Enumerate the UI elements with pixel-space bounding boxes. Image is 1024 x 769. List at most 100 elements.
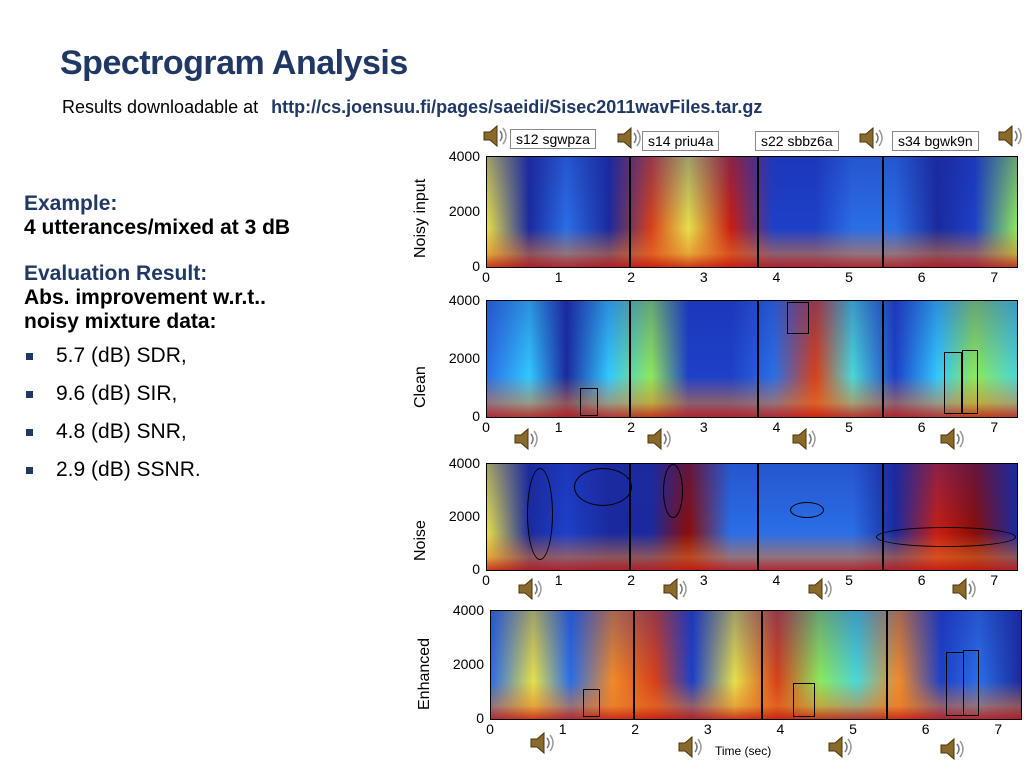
spectrogram-panel bbox=[486, 300, 1018, 418]
highlight-ellipse bbox=[527, 468, 553, 560]
result-item: 5.7 (dB) SDR, bbox=[24, 344, 384, 368]
y-tick-label: 0 bbox=[472, 561, 480, 577]
speaker-icon[interactable] bbox=[806, 574, 836, 604]
highlight-box bbox=[963, 650, 979, 716]
result-list: 5.7 (dB) SDR, 9.6 (dB) SIR, 4.8 (dB) SNR… bbox=[24, 344, 384, 482]
x-tick-label: 6 bbox=[917, 419, 926, 435]
utterance-divider bbox=[629, 301, 632, 417]
x-tick-label: 7 bbox=[990, 572, 999, 588]
x-tick-label: 0 bbox=[482, 572, 490, 588]
highlight-ellipse bbox=[574, 468, 632, 506]
speaker-icon[interactable] bbox=[528, 728, 558, 758]
x-tick-label: 4 bbox=[772, 269, 781, 285]
x-tick-label: 2 bbox=[627, 572, 636, 588]
x-tick-label: 0 bbox=[482, 269, 490, 285]
highlight-box bbox=[583, 689, 600, 717]
eval-text-1: Abs. improvement w.r.t.. bbox=[24, 286, 266, 309]
x-tick-label: 2 bbox=[627, 269, 636, 285]
y-tick-label: 0 bbox=[472, 258, 480, 274]
speaker-icon[interactable] bbox=[661, 574, 691, 604]
x-tick-label: 7 bbox=[994, 721, 1003, 737]
x-tick-label: 1 bbox=[554, 419, 563, 435]
highlight-ellipse bbox=[876, 527, 1016, 547]
result-item: 4.8 (dB) SNR, bbox=[24, 420, 384, 444]
speaker-icon[interactable] bbox=[950, 574, 980, 604]
speaker-icon[interactable] bbox=[615, 123, 645, 153]
highlight-ellipse bbox=[790, 502, 824, 518]
x-tick-label: 5 bbox=[849, 721, 857, 737]
slide-title: Spectrogram Analysis bbox=[60, 44, 408, 82]
panel-label: Clean bbox=[412, 366, 429, 408]
utterance-divider bbox=[629, 464, 632, 570]
utterance-tag: s34 bgwk9n bbox=[892, 131, 979, 151]
utterance-divider bbox=[881, 301, 884, 417]
subtitle-prefix: Results downloadable at bbox=[62, 97, 259, 117]
utterance-divider bbox=[881, 464, 884, 570]
utterance-divider bbox=[757, 157, 760, 267]
time-axis-label: Time (sec) bbox=[715, 744, 772, 758]
panel-label: Noisy input bbox=[412, 178, 429, 258]
x-tick-label: 5 bbox=[845, 419, 853, 435]
x-tick-label: 6 bbox=[917, 269, 926, 285]
panel-label: Enhanced bbox=[416, 637, 433, 710]
utterance-divider bbox=[757, 301, 760, 417]
x-tick-label: 3 bbox=[703, 721, 712, 737]
example-text: 4 utterances/mixed at 3 dB bbox=[24, 216, 291, 239]
highlight-box bbox=[962, 350, 978, 414]
y-tick-label: 2000 bbox=[452, 656, 484, 672]
spectrogram-panel bbox=[486, 156, 1018, 268]
speaker-icon[interactable] bbox=[938, 424, 968, 454]
speaker-icon[interactable] bbox=[996, 121, 1024, 151]
speaker-icon[interactable] bbox=[938, 734, 968, 764]
x-tick-label: 3 bbox=[699, 572, 708, 588]
x-tick-label: 4 bbox=[772, 572, 781, 588]
y-tick-label: 4000 bbox=[448, 148, 480, 164]
utterance-divider bbox=[761, 611, 764, 719]
speaker-icon[interactable] bbox=[676, 732, 706, 762]
x-tick-label: 1 bbox=[554, 269, 563, 285]
x-tick-label: 4 bbox=[776, 721, 785, 737]
speaker-icon[interactable] bbox=[481, 121, 511, 151]
utterance-tag: s22 sbbz6a bbox=[755, 131, 839, 151]
utterance-divider bbox=[757, 464, 760, 570]
y-tick-label: 4000 bbox=[452, 602, 484, 618]
highlight-box bbox=[580, 388, 598, 416]
speaker-icon[interactable] bbox=[512, 424, 542, 454]
utterance-divider bbox=[885, 611, 888, 719]
y-tick-label: 2000 bbox=[448, 508, 480, 524]
result-item: 9.6 (dB) SIR, bbox=[24, 382, 384, 406]
speaker-icon[interactable] bbox=[857, 123, 887, 153]
speaker-icon[interactable] bbox=[645, 424, 675, 454]
utterance-divider bbox=[881, 157, 884, 267]
x-tick-label: 7 bbox=[990, 419, 999, 435]
x-tick-label: 4 bbox=[772, 419, 781, 435]
y-tick-label: 2000 bbox=[448, 350, 480, 366]
utterance-divider bbox=[629, 157, 632, 267]
speaker-icon[interactable] bbox=[826, 732, 856, 762]
x-tick-label: 6 bbox=[917, 572, 926, 588]
x-tick-label: 0 bbox=[482, 419, 490, 435]
x-tick-label: 5 bbox=[845, 572, 853, 588]
x-tick-label: 7 bbox=[990, 269, 999, 285]
utterance-divider bbox=[633, 611, 636, 719]
highlight-box bbox=[787, 302, 809, 334]
highlight-box bbox=[946, 652, 964, 716]
spectrogram-panel bbox=[490, 610, 1022, 720]
y-tick-label: 4000 bbox=[448, 292, 480, 308]
x-tick-label: 1 bbox=[558, 721, 567, 737]
eval-heading: Evaluation Result: bbox=[24, 262, 208, 285]
result-item: 2.9 (dB) SSNR. bbox=[24, 458, 384, 482]
y-tick-label: 0 bbox=[472, 408, 480, 424]
download-link[interactable]: http://cs.joensuu.fi/pages/saeidi/Sisec2… bbox=[271, 97, 763, 117]
x-tick-label: 2 bbox=[631, 721, 640, 737]
speaker-icon[interactable] bbox=[790, 424, 820, 454]
highlight-ellipse bbox=[663, 464, 683, 518]
utterance-tag: s12 sgwpza bbox=[510, 129, 596, 149]
x-tick-label: 5 bbox=[845, 269, 853, 285]
speaker-icon[interactable] bbox=[516, 574, 546, 604]
x-tick-label: 6 bbox=[921, 721, 930, 737]
utterance-tag: s14 priu4a bbox=[642, 131, 720, 151]
panel-label: Noise bbox=[412, 520, 429, 561]
x-tick-label: 0 bbox=[486, 721, 494, 737]
slide-subtitle: Results downloadable at http://cs.joensu… bbox=[62, 97, 762, 118]
